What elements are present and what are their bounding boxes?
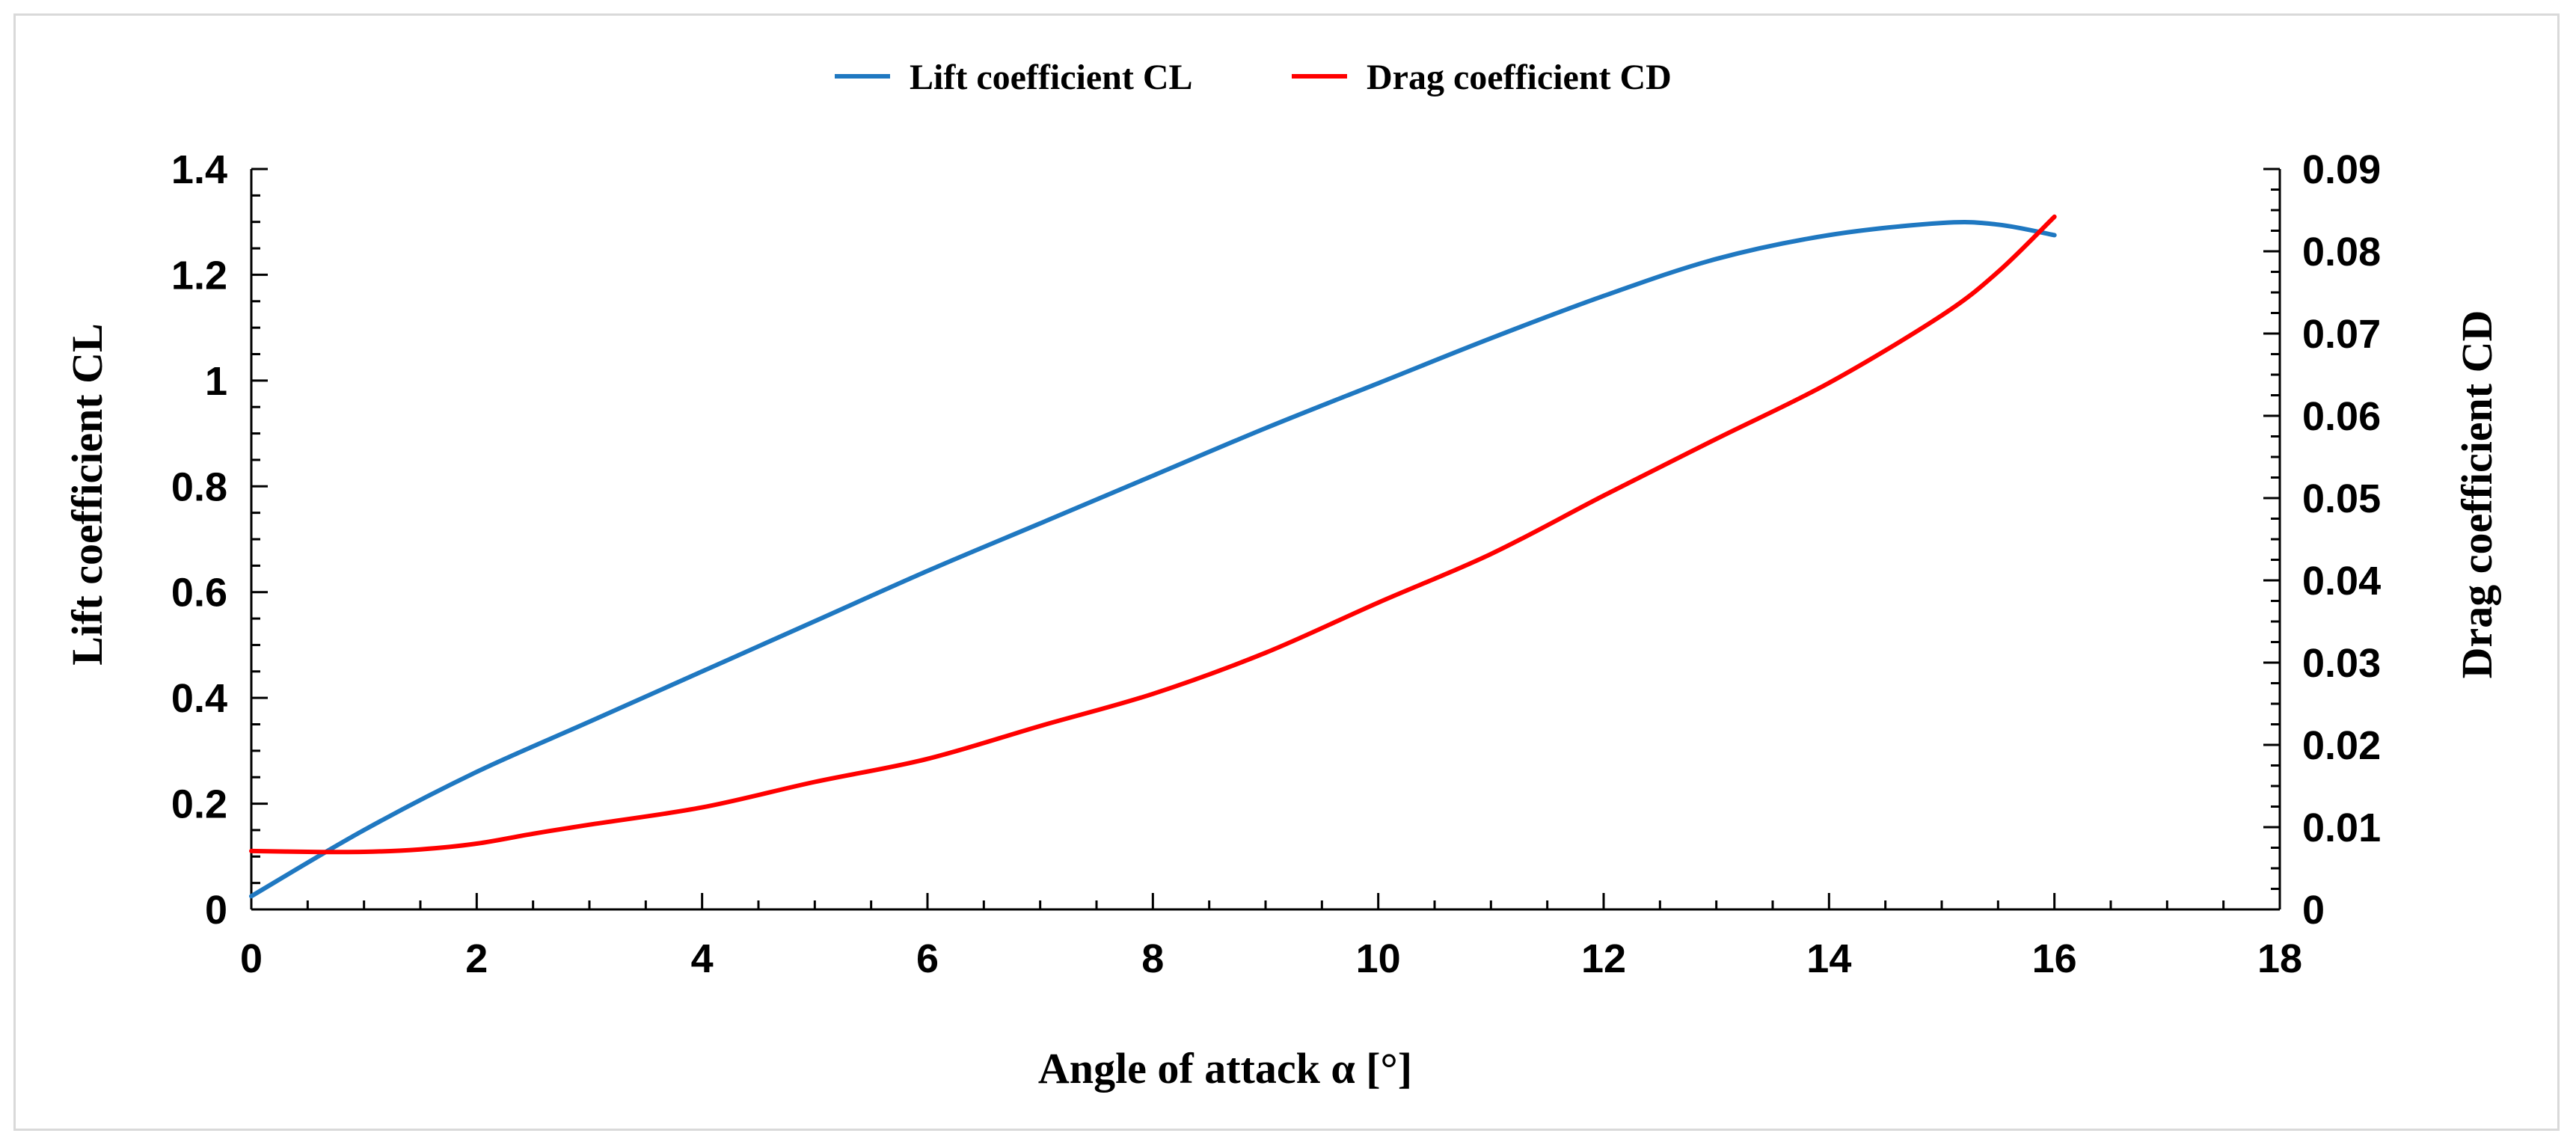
y-tick-label: 0 [205, 888, 227, 933]
chart-frame: Lift coefficient CL Drag coefficient CD 0… [13, 13, 2560, 1131]
y2-tick-label: 0.04 [2302, 559, 2381, 604]
drag-coefficient-line [249, 214, 2057, 855]
chart: Lift coefficient CL Drag coefficient CD 0… [63, 58, 2501, 1093]
y-tick-label: 0.6 [171, 571, 227, 616]
y-axis-title: Lift coefficient CL [63, 323, 111, 665]
x-tick-label: 0 [240, 936, 263, 981]
y2-tick-label: 0 [2302, 888, 2325, 933]
y2-tick-label: 0.01 [2302, 805, 2381, 850]
legend-label-lift: Lift coefficient CL [910, 58, 1193, 97]
axes: 0 0.2 0.4 0.6 0.8 1 1.2 1.4 0 0.01 0.02 0.03 0.04 0.0… [171, 147, 2381, 981]
y2-axis-title: Drag coefficient CD [2453, 310, 2501, 679]
y2-tick-label: 0.02 [2302, 723, 2381, 768]
x-tick-label: 12 [1581, 936, 1626, 981]
x-tick-label: 8 [1141, 936, 1164, 981]
y-tick-label: 1.4 [171, 147, 227, 192]
legend-label-drag: Drag coefficient CD [1367, 58, 1672, 97]
legend: Lift coefficient CL Drag coefficient CD [835, 58, 1672, 97]
y-tick-label: 0.4 [171, 676, 227, 721]
x-axis-title: Angle of attack α [°] [1038, 1044, 1412, 1093]
y2-tick-label: 0.07 [2302, 312, 2381, 357]
y2-tick-label: 0.03 [2302, 641, 2381, 686]
y-tick-label: 0.2 [171, 782, 227, 827]
y2-tick-label: 0.06 [2302, 394, 2381, 439]
x-tick-label: 14 [1806, 936, 1851, 981]
x-tick-label: 2 [465, 936, 488, 981]
y2-tick-label: 0.08 [2302, 230, 2381, 274]
x-tick-label: 16 [2032, 936, 2077, 981]
y-tick-label: 0.8 [171, 464, 227, 509]
y-tick-label: 1.2 [171, 253, 227, 298]
x-tick-label: 18 [2257, 936, 2302, 981]
lift-coefficient-line [249, 220, 2057, 899]
series-layer [249, 214, 2057, 899]
x-tick-label: 6 [916, 936, 939, 981]
y2-tick-label: 0.05 [2302, 476, 2381, 521]
x-tick-label: 4 [691, 936, 714, 981]
y2-tick-label: 0.09 [2302, 147, 2381, 192]
y-tick-label: 1 [205, 359, 227, 404]
x-tick-label: 10 [1356, 936, 1401, 981]
